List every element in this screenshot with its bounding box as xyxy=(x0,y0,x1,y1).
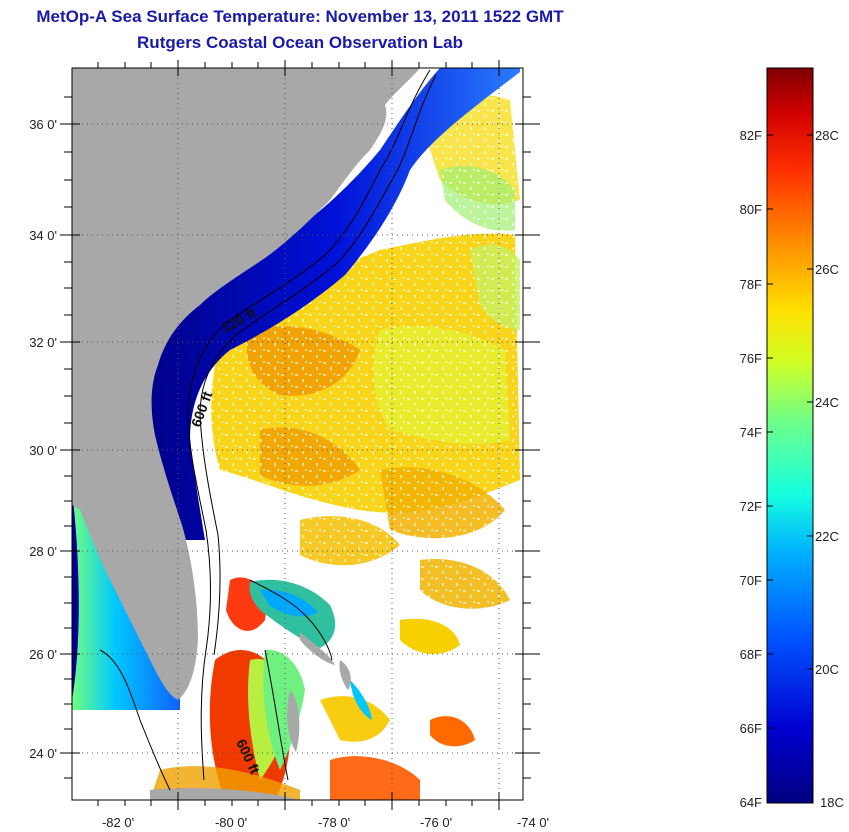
latitude-labels: 36 0' 34 0' 32 0' 30 0' 28 0' 26 0' 24 0… xyxy=(29,117,57,761)
lon-label-74: -74 0' xyxy=(517,815,549,830)
colorbar-label-22c: 22C xyxy=(815,529,839,544)
lat-label-36: 36 0' xyxy=(29,117,57,132)
lat-label-26: 26 0' xyxy=(29,647,57,662)
colorbar-label-28c: 28C xyxy=(815,128,839,143)
colorbar-label-76f: 76F xyxy=(740,351,762,366)
land-bahamas xyxy=(287,632,351,752)
colorbar-scale xyxy=(766,67,814,804)
colorbar-label-66f: 66F xyxy=(740,721,762,736)
colorbar-label-18c: 18C xyxy=(820,795,844,810)
colorbar-label-80f: 80F xyxy=(740,202,762,217)
colorbar-label-72f: 72F xyxy=(740,499,762,514)
lon-label-78: -78 0' xyxy=(318,815,350,830)
map-image: 120 ft 600 ft 600 ft xyxy=(72,68,523,800)
map-subtitle: Rutgers Coastal Ocean Observation Lab xyxy=(137,33,463,52)
colorbar-label-20c: 20C xyxy=(815,662,839,677)
colorbar-label-82f: 82F xyxy=(740,128,762,143)
colorbar-label-70f: 70F xyxy=(740,573,762,588)
map-frame xyxy=(71,67,524,801)
colorbar-label-24c: 24C xyxy=(815,395,839,410)
colorbar-label-26c: 26C xyxy=(815,262,839,277)
lat-label-24: 24 0' xyxy=(29,746,57,761)
lat-label-30: 30 0' xyxy=(29,443,57,458)
land-cuba xyxy=(150,788,300,800)
coastal-cold-band xyxy=(149,68,520,540)
map-ticks xyxy=(60,60,540,810)
bahamas-banks xyxy=(249,579,372,770)
longitude-labels: -82 0' -80 0' -78 0' -76 0' -74 0' xyxy=(102,815,549,830)
colorbar-label-68f: 68F xyxy=(740,647,762,662)
depth-contours xyxy=(99,69,437,791)
lat-label-28: 28 0' xyxy=(29,544,57,559)
lon-label-76: -76 0' xyxy=(420,815,452,830)
lat-label-32: 32 0' xyxy=(29,335,57,350)
lon-label-80: -80 0' xyxy=(215,815,247,830)
map-gridlines xyxy=(72,68,523,800)
lon-label-82: -82 0' xyxy=(102,815,134,830)
colorbar: 82F 80F 78F 76F 74F 72F 70F 68F 66F 64F … xyxy=(740,67,844,810)
colorbar-label-78f: 78F xyxy=(740,277,762,292)
colorbar-label-74f: 74F xyxy=(740,425,762,440)
map-title: MetOp-A Sea Surface Temperature: Novembe… xyxy=(36,7,564,26)
lat-label-34: 34 0' xyxy=(29,228,57,243)
land-us-southeast xyxy=(72,68,420,700)
colorbar-label-64f: 64F xyxy=(740,795,762,810)
